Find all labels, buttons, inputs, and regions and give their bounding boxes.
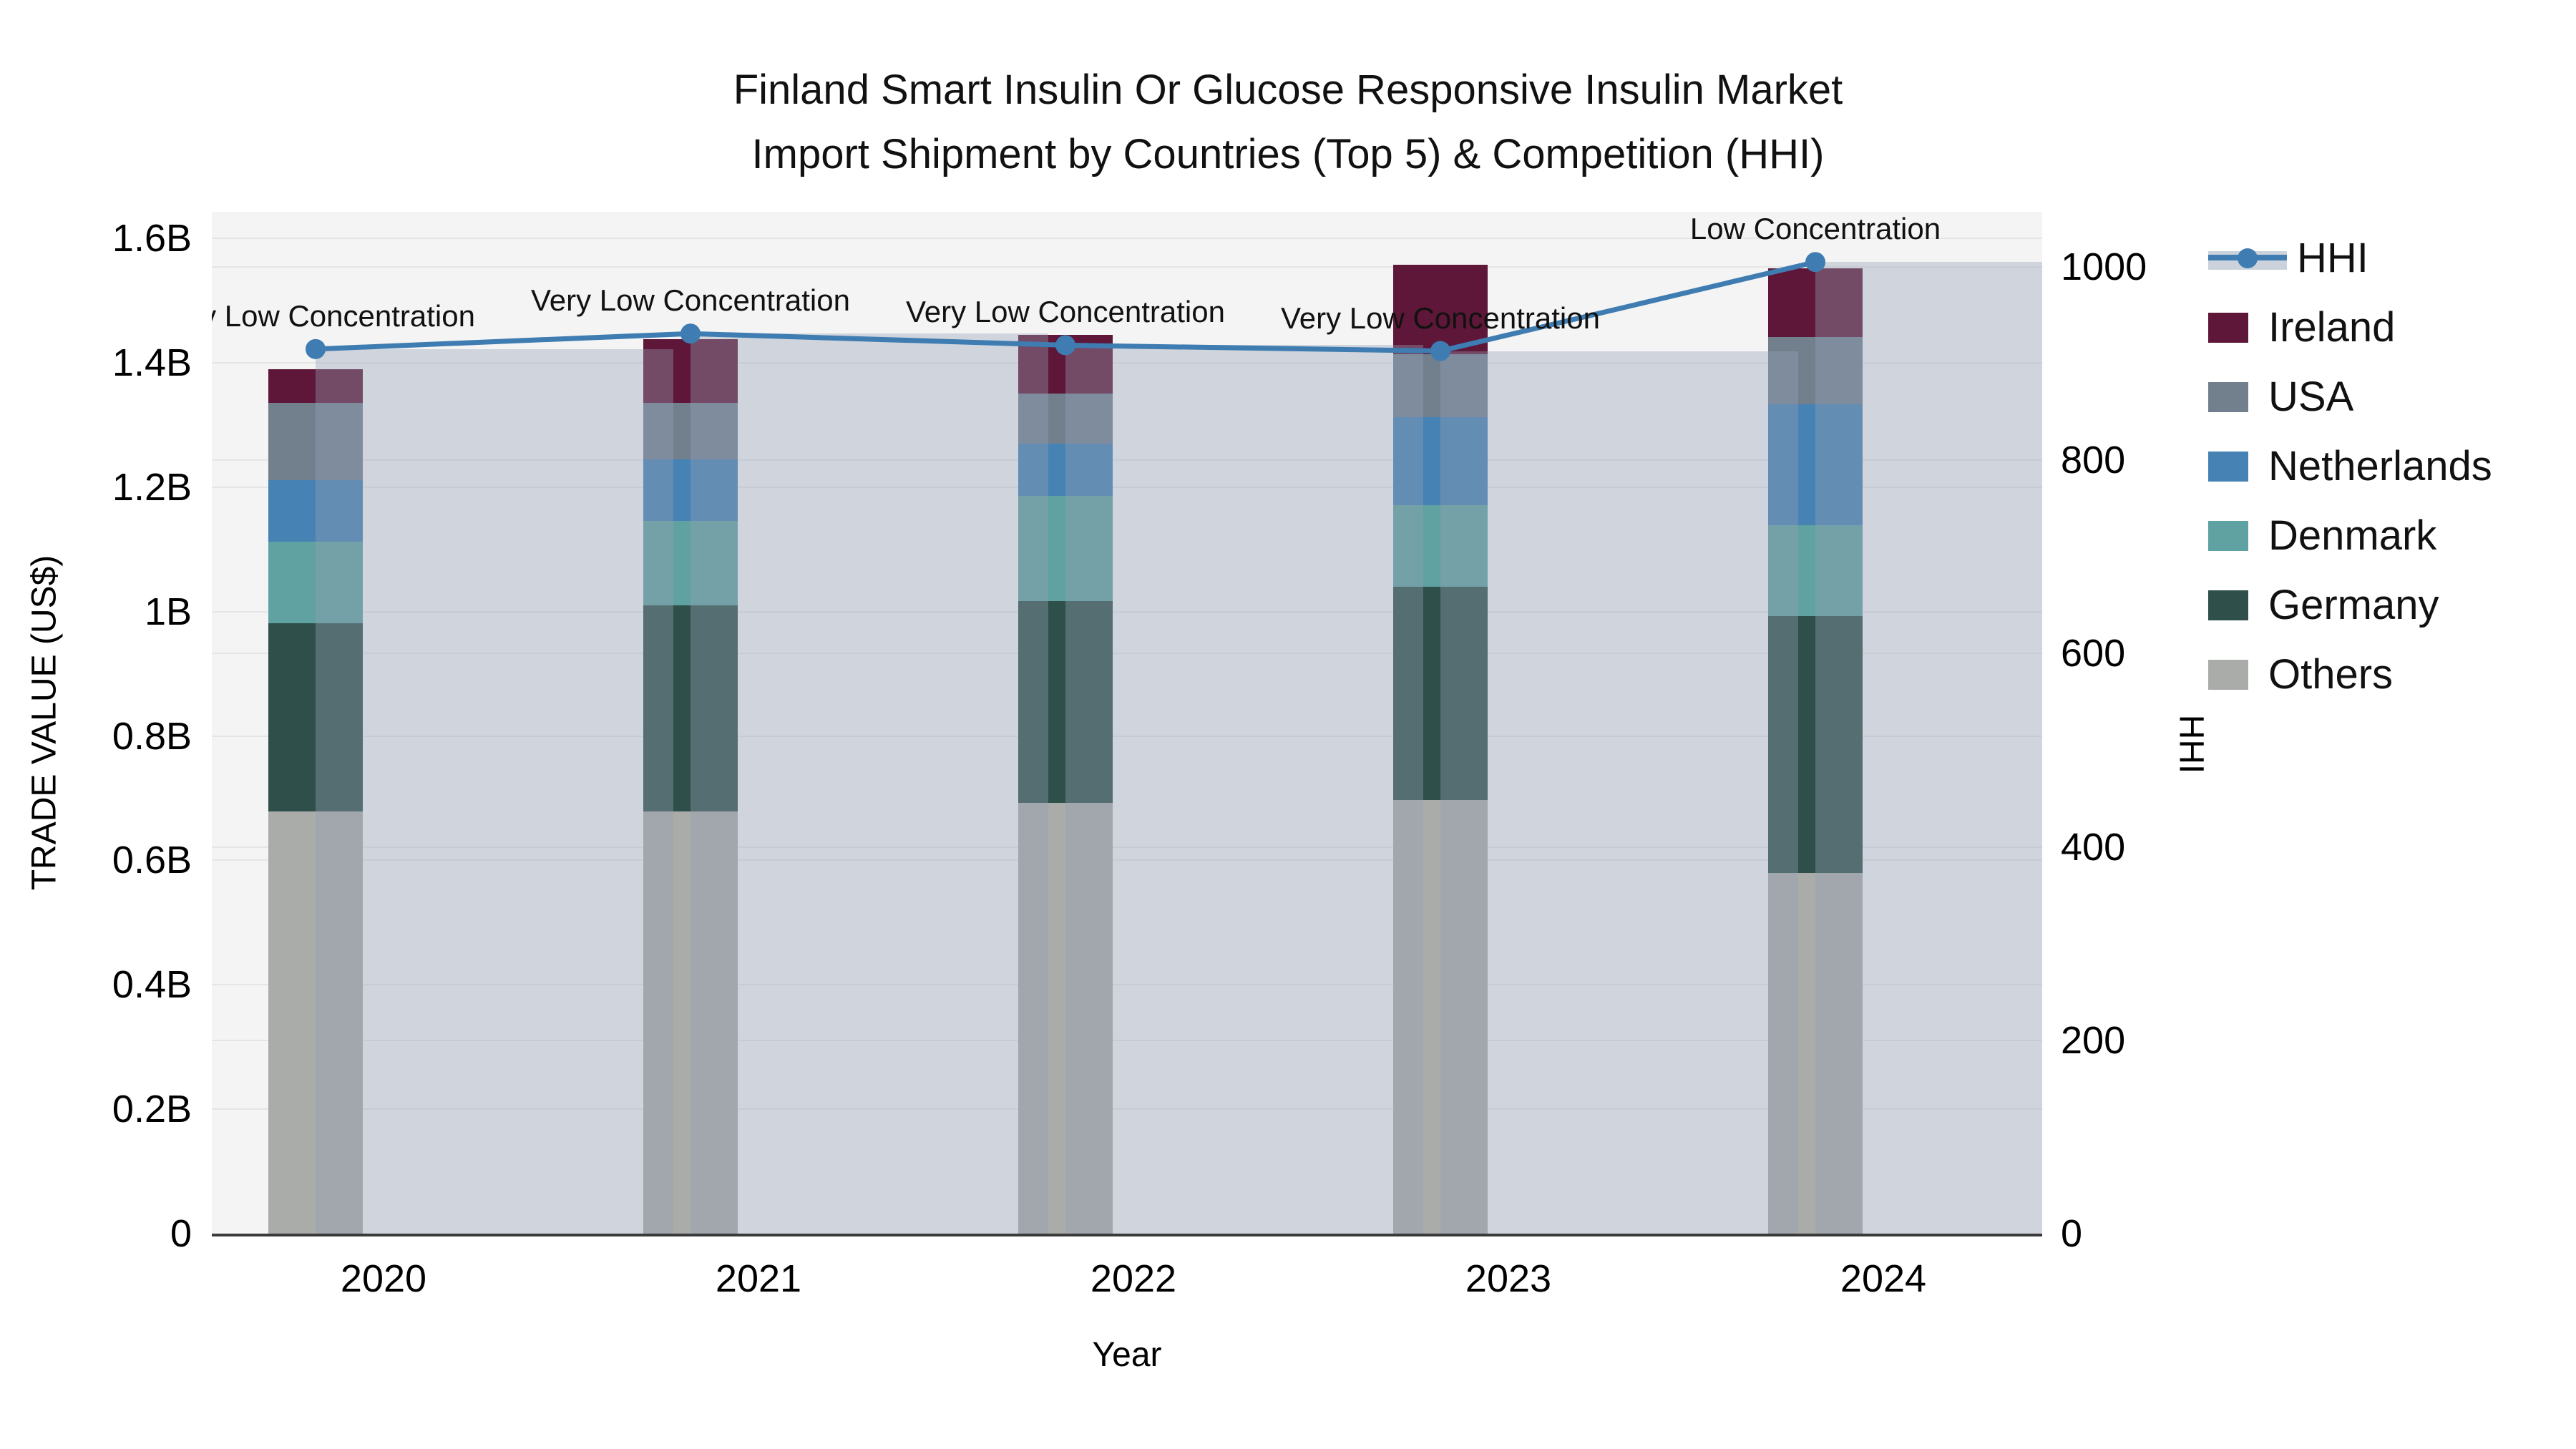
gridline-left-axis: [212, 1108, 2042, 1111]
bar-segment-usa-2020[interactable]: [268, 402, 363, 481]
gridline-right-axis: [212, 846, 2042, 848]
legend-swatch-icon: [2208, 381, 2248, 412]
bar-segment-usa-2022[interactable]: [1018, 394, 1113, 444]
legend-swatch-icon: [2208, 312, 2248, 343]
y-left-tick-label: 1.4B: [112, 341, 192, 384]
annotation-2020: Very Low Concentration: [212, 298, 475, 333]
bar-segment-others-2022[interactable]: [1018, 802, 1113, 1234]
bar-segment-netherlands-2024[interactable]: [1768, 404, 1863, 525]
y-left-tick-label: 1.6B: [112, 217, 192, 260]
hhi-legend-marker-icon: [2208, 243, 2287, 273]
legend-swatch-icon: [2208, 659, 2248, 690]
legend-label: Ireland: [2268, 304, 2396, 351]
hhi-translucent-bar-2021[interactable]: [691, 333, 1048, 1234]
gridline-left-axis: [212, 486, 2042, 488]
y-right-tick-label: 200: [2061, 1018, 2126, 1062]
bar-segment-usa-2023[interactable]: [1393, 353, 1488, 418]
bar-segment-germany-2023[interactable]: [1393, 586, 1488, 801]
bar-segment-others-2023[interactable]: [1393, 800, 1488, 1234]
annotation-2021: Very Low Concentration: [531, 283, 850, 318]
bar-segment-netherlands-2021[interactable]: [643, 459, 738, 521]
legend-swatch-icon: [2208, 520, 2248, 551]
gridline-left-axis: [212, 735, 2042, 737]
gridline-left-axis: [212, 238, 2042, 239]
y-axis-right-title: HHI: [2172, 714, 2210, 774]
plot-area: Very Low Concentration Very Low Concentra…: [212, 212, 2042, 1236]
hhi-translucent-bar-2024[interactable]: [1815, 262, 2042, 1234]
y-left-tick-label: 0.6B: [112, 839, 192, 882]
legend-swatch-icon: [2208, 451, 2248, 482]
x-tick-label-2024: 2024: [1840, 1257, 1927, 1300]
x-tick-label-2020: 2020: [340, 1257, 427, 1300]
y-right-tick-label: 800: [2061, 439, 2126, 482]
bar-segment-ireland-2020[interactable]: [268, 369, 363, 403]
hhi-translucent-bar-2022[interactable]: [1065, 345, 1423, 1234]
bar-segment-others-2020[interactable]: [268, 811, 363, 1234]
y-left-tick-label: 0.4B: [112, 963, 192, 1007]
x-tick-label-2022: 2022: [1090, 1257, 1177, 1300]
annotation-2023: Very Low Concentration: [1281, 301, 1600, 335]
gridline-left-axis: [212, 361, 2042, 364]
bar-segment-germany-2022[interactable]: [1018, 600, 1113, 803]
y-left-tick-label: 0.2B: [112, 1088, 192, 1131]
legend-label: USA: [2268, 374, 2354, 420]
x-tick-label-2021: 2021: [715, 1257, 802, 1300]
bar-segment-denmark-2021[interactable]: [643, 520, 738, 605]
legend-item-usa[interactable]: USA: [2208, 362, 2492, 431]
x-tick-label-2023: 2023: [1465, 1257, 1552, 1300]
bar-segment-netherlands-2023[interactable]: [1393, 417, 1488, 505]
y-right-tick-label: 0: [2061, 1212, 2083, 1255]
bar-segment-others-2021[interactable]: [643, 811, 738, 1234]
legend-item-denmark[interactable]: Denmark: [2208, 501, 2492, 570]
bar-segment-denmark-2023[interactable]: [1393, 504, 1488, 587]
legend-swatch-icon: [2208, 590, 2248, 620]
legend-item-ireland[interactable]: Ireland: [2208, 293, 2492, 362]
gridline-left-axis: [212, 984, 2042, 986]
gridline-left-axis: [212, 859, 2042, 862]
x-axis-title: Year: [1092, 1336, 1162, 1374]
bar-segment-denmark-2022[interactable]: [1018, 495, 1113, 601]
legend-label: Others: [2268, 651, 2394, 698]
y-left-tick-label: 0.8B: [112, 714, 192, 758]
y-right-tick-label: 400: [2061, 825, 2126, 869]
bar-segment-usa-2021[interactable]: [643, 402, 738, 460]
y-left-tick-label: 1B: [144, 590, 192, 633]
bar-segment-denmark-2020[interactable]: [268, 542, 363, 624]
gridline-left-axis: [212, 610, 2042, 613]
hhi-translucent-bar-2020[interactable]: [316, 348, 673, 1234]
legend-item-netherlands[interactable]: Netherlands: [2208, 431, 2492, 501]
gridline-right-axis: [212, 653, 2042, 655]
gridline-right-axis: [212, 1039, 2042, 1041]
bar-segment-netherlands-2020[interactable]: [268, 480, 363, 542]
bar-segment-denmark-2024[interactable]: [1768, 525, 1863, 616]
hhi-translucent-bar-2023[interactable]: [1440, 351, 1798, 1234]
bar-segment-others-2024[interactable]: [1768, 872, 1863, 1234]
legend-label: Denmark: [2268, 512, 2437, 559]
legend-label: Germany: [2268, 582, 2439, 628]
y-right-tick-label: 1000: [2061, 245, 2147, 288]
y-left-tick-label: 0: [170, 1212, 192, 1255]
legend-label: Netherlands: [2268, 443, 2492, 489]
bar-segment-netherlands-2022[interactable]: [1018, 443, 1113, 496]
bar-segment-germany-2020[interactable]: [268, 623, 363, 811]
gridline-right-axis: [212, 459, 2042, 462]
legend-item-germany[interactable]: Germany: [2208, 570, 2492, 640]
legend-label: HHI: [2297, 235, 2368, 281]
annotation-2024: Low Concentration: [1689, 212, 1941, 246]
legend-item-hhi[interactable]: HHI: [2208, 223, 2492, 293]
chart-title-line2: Import Shipment by Countries (Top 5) & C…: [751, 131, 1825, 177]
y-left-tick-label: 1.2B: [112, 465, 192, 509]
chart-title-line1: Finland Smart Insulin Or Glucose Respons…: [733, 67, 1843, 113]
bar-segment-germany-2021[interactable]: [643, 605, 738, 811]
legend: HHI Ireland USA Netherlands Denmark Germany Ot…: [2208, 223, 2492, 709]
gridline-right-axis: [212, 266, 2042, 268]
annotation-2022: Very Low Concentration: [906, 295, 1225, 329]
bar-segment-germany-2024[interactable]: [1768, 615, 1863, 873]
legend-item-others[interactable]: Others: [2208, 640, 2492, 709]
y-right-tick-label: 600: [2061, 632, 2126, 675]
